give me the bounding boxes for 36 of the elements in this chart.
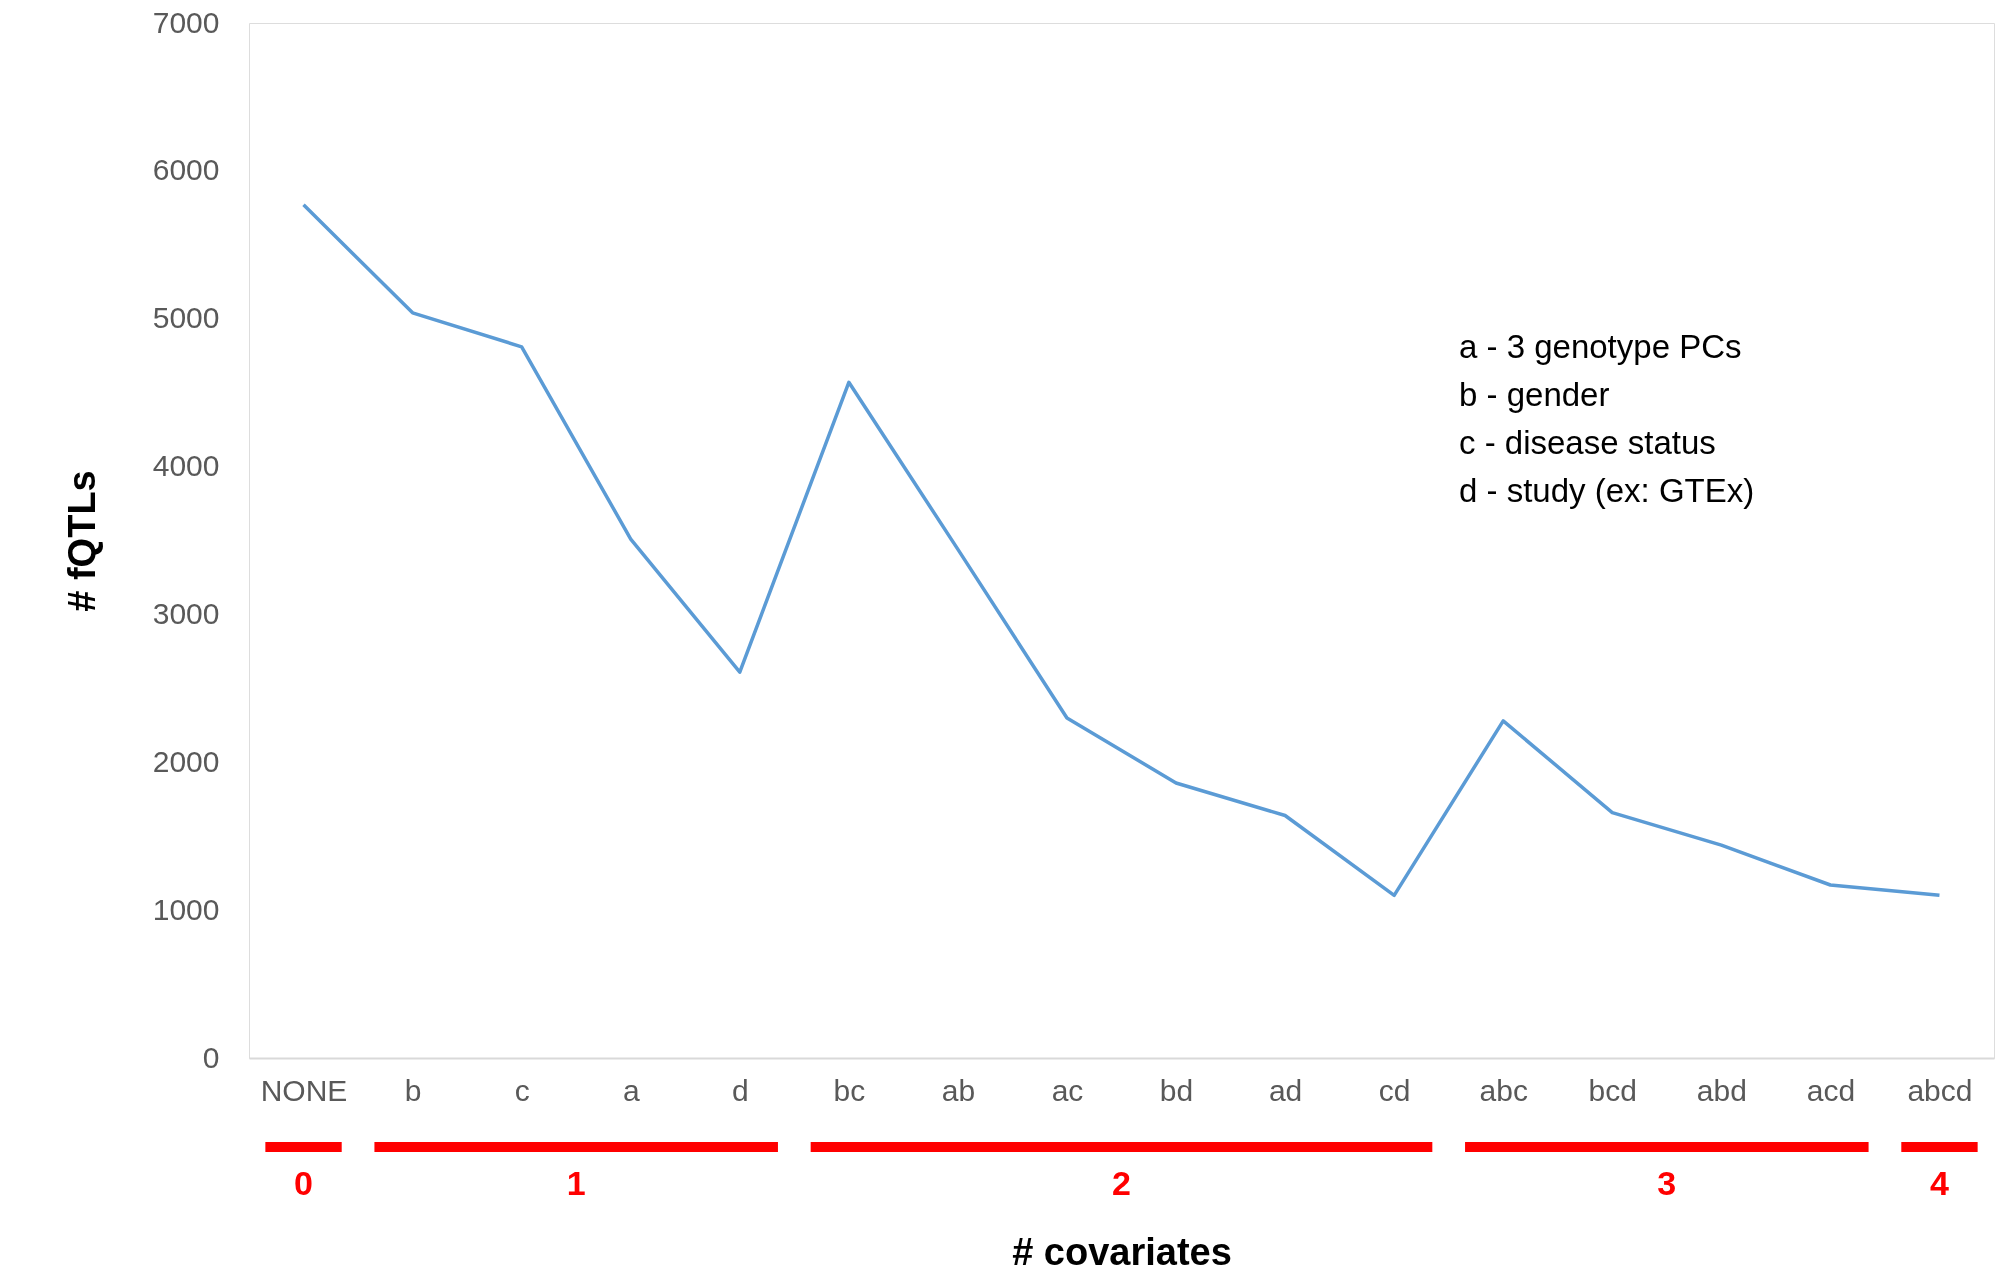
y-tick-label: 5000 <box>152 301 220 335</box>
x-tick-label: abcd <box>1907 1073 1973 1107</box>
y-tick-label: 2000 <box>152 744 220 778</box>
x-tick-label: bc <box>833 1073 866 1107</box>
x-axis-title: # covariates <box>1012 1230 1232 1270</box>
y-tick-label: 7000 <box>152 5 220 39</box>
x-tick-label: c <box>514 1073 530 1107</box>
text: 0 <box>294 1164 313 1202</box>
x-tick-label: bcd <box>1588 1073 1637 1107</box>
x-tick-label: ab <box>941 1073 976 1107</box>
x-tick-label: ad <box>1268 1073 1303 1107</box>
annotation: d - study (ex: GTEx) <box>1459 472 1755 509</box>
x-tick-label: b <box>404 1073 422 1107</box>
annotation: c - disease status <box>1459 424 1716 461</box>
x-tick-label: abd <box>1696 1073 1747 1107</box>
annotation: a - 3 genotype PCs <box>1459 328 1742 365</box>
line-series <box>301 203 1942 898</box>
text: 3 <box>1657 1164 1677 1202</box>
text: 4 <box>1930 1164 1950 1202</box>
x-tick-label: acd <box>1806 1073 1856 1107</box>
x-tick-label: abc <box>1479 1073 1528 1107</box>
y-tick-label: 1000 <box>152 892 220 926</box>
y-tick-label: 6000 <box>152 153 220 187</box>
text: 2 <box>1112 1164 1131 1202</box>
y-tick-label: 0 <box>202 1040 220 1074</box>
x-tick-label: a <box>622 1073 640 1107</box>
annotation: b - gender <box>1459 376 1610 413</box>
y-tick-label: 3000 <box>152 596 220 630</box>
y-axis-title: # fQTLs <box>60 470 103 612</box>
x-tick-label: ac <box>1051 1073 1084 1107</box>
x-tick-label: cd <box>1378 1073 1411 1107</box>
text: 1 <box>566 1164 586 1202</box>
y-tick-label: 4000 <box>152 449 220 483</box>
x-tick-label: d <box>731 1073 749 1107</box>
x-tick-label: bd <box>1159 1073 1194 1107</box>
x-tick-label: NONE <box>260 1073 348 1107</box>
